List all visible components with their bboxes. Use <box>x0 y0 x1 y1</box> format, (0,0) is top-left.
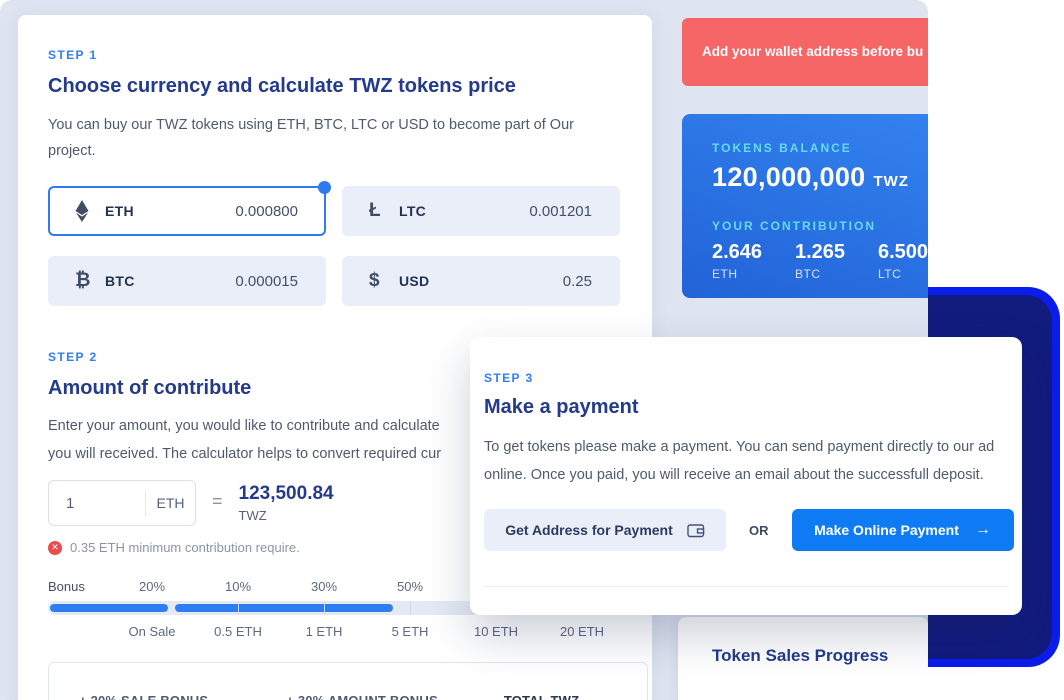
equals-sign: = <box>212 491 223 511</box>
amount-input-group: ETH <box>48 480 196 526</box>
step3-divider <box>484 586 1008 587</box>
step1-description: You can buy our TWZ tokens using ETH, BT… <box>48 117 574 159</box>
step2-description-line1: Enter your amount, you would like to con… <box>48 418 440 434</box>
currency-code: ETH <box>105 203 134 219</box>
error-circle-x-icon: ✕ <box>48 540 62 555</box>
currency-grid: ETH 0.000800 Ł LTC 0.001201 ₿ BTC 0.0000… <box>48 181 622 306</box>
bonus-progress-fill-segment <box>175 604 393 612</box>
step2-title: Amount of contribute <box>48 377 252 399</box>
bonus-tick <box>238 601 239 615</box>
tokens-balance-label: TOKENS BALANCE <box>712 141 852 155</box>
wallet-address-alert: Add your wallet address before bu <box>682 18 928 86</box>
wallet-icon <box>687 523 704 537</box>
bonus-progress-fill-segment <box>50 604 168 612</box>
selected-dot <box>318 181 331 194</box>
currency-rate: 0.25 <box>562 272 592 290</box>
sale-bonus-label: + 20% SALE BONUS <box>79 693 208 700</box>
get-address-label: Get Address for Payment <box>505 522 673 538</box>
currency-rate: 0.000800 <box>235 202 298 220</box>
usd-icon: $ <box>369 270 380 291</box>
make-online-payment-button[interactable]: Make Online Payment → <box>791 509 1014 551</box>
currency-rate: 0.001201 <box>529 202 592 220</box>
online-payment-label: Make Online Payment <box>814 522 959 538</box>
ltc-icon: Ł <box>369 200 381 221</box>
token-sales-progress-title: Token Sales Progress <box>712 646 889 665</box>
bonus-eth-label: 0.5 ETH <box>214 624 262 639</box>
contribution-value: 2.646 <box>712 241 763 263</box>
bonus-percent: 10% <box>224 579 252 594</box>
bonus-tick <box>324 601 325 615</box>
get-address-button[interactable]: Get Address for Payment <box>484 509 726 551</box>
bonus-eth-label: 10 ETH <box>473 624 519 639</box>
currency-option-usd[interactable]: $ USD 0.25 <box>342 256 620 306</box>
contribution-currency: LTC <box>878 267 902 281</box>
bonus-eth-label: 1 ETH <box>305 624 343 639</box>
total-twz-label: TOTAL TWZ <box>504 693 579 700</box>
tokens-balance-amount: 120,000,000 <box>712 162 866 192</box>
currency-option-ltc[interactable]: Ł LTC 0.001201 <box>342 186 620 236</box>
currency-rate: 0.000015 <box>235 272 298 290</box>
step3-title: Make a payment <box>484 396 639 418</box>
amount-input[interactable] <box>49 481 145 525</box>
arrow-right-icon: → <box>974 521 991 538</box>
total-summary-box: + 20% SALE BONUS + 30% AMOUNT BONUS TOTA… <box>48 662 648 700</box>
amount-row: ETH = 123,500.84 TWZ <box>48 480 622 526</box>
step3-label: STEP 3 <box>484 371 534 385</box>
amount-unit: ETH <box>145 489 195 517</box>
btc-icon: ₿ <box>75 270 91 291</box>
payment-actions-row: Get Address for Payment OR Make Online P… <box>484 509 1022 551</box>
currency-code: USD <box>399 273 430 289</box>
bonus-tick <box>410 601 411 615</box>
your-contribution-label: YOUR CONTRIBUTION <box>712 219 876 233</box>
bonus-label: Bonus <box>48 579 85 594</box>
amount-bonus-label: + 30% AMOUNT BONUS <box>286 693 438 700</box>
step3-description-line2: online. Once you paid, you will receive … <box>484 467 984 483</box>
or-separator: OR <box>749 522 769 538</box>
eth-icon <box>75 200 105 222</box>
currency-code: LTC <box>399 203 427 219</box>
step3-description-line1: To get tokens please make a payment. You… <box>484 439 995 455</box>
bonus-eth-label: On Sale <box>128 624 176 639</box>
contribution-eth: 2.646 ETH <box>712 241 795 281</box>
bonus-percent: 30% <box>310 579 338 594</box>
token-sales-progress-card: Token Sales Progress <box>678 617 928 700</box>
minimum-contribution-error: ✕ 0.35 ETH minimum contribution require. <box>48 540 622 555</box>
currency-option-eth[interactable]: ETH 0.000800 <box>48 181 331 236</box>
contribution-btc: 1.265 BTC <box>795 241 878 281</box>
step2-description-line2: you will received. The calculator helps … <box>48 446 442 462</box>
contribution-value: 1.265 <box>795 241 846 263</box>
bonus-percent: 20% <box>138 579 166 594</box>
contribution-currency: BTC <box>795 267 821 281</box>
tokens-balance-unit: TWZ <box>873 173 909 190</box>
bonus-eth-label: 20 ETH <box>559 624 605 639</box>
contribution-currency: ETH <box>712 267 738 281</box>
bonus-eth-label: 5 ETH <box>391 624 429 639</box>
contribution-ltc: 6.500 LTC <box>878 241 928 281</box>
step1-label: STEP 1 <box>48 48 98 62</box>
bonus-percent: 50% <box>396 579 424 594</box>
converted-token-unit: TWZ <box>238 508 267 523</box>
tokens-balance-card: TOKENS BALANCE 120,000,000 TWZ YOUR CONT… <box>682 114 928 298</box>
converted-token-amount: 123,500.84 <box>238 483 334 504</box>
step2-label: STEP 2 <box>48 350 98 364</box>
currency-option-btc[interactable]: ₿ BTC 0.000015 <box>48 256 326 306</box>
currency-code: BTC <box>105 273 135 289</box>
error-text: 0.35 ETH minimum contribution require. <box>70 540 300 555</box>
step1-title: Choose currency and calculate TWZ tokens… <box>48 75 516 97</box>
make-payment-card: STEP 3 Make a payment To get tokens plea… <box>470 337 1022 615</box>
contribution-value: 6.500 <box>878 241 928 263</box>
contribution-row: 2.646 ETH 1.265 BTC 6.500 LTC <box>712 241 928 281</box>
